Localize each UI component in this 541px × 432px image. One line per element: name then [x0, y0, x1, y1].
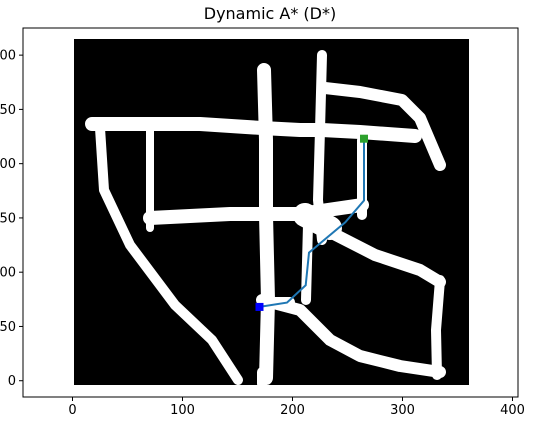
y-tick-label: 100	[0, 266, 16, 281]
y-tick-label: 200	[0, 157, 16, 172]
axes-frame	[22, 27, 519, 398]
start-marker	[255, 302, 264, 311]
y-axis-ticks: 0 50 100 150 200 250 300	[0, 49, 23, 389]
x-tick-label: 100	[170, 403, 195, 418]
plot-area	[74, 39, 469, 389]
y-tick-label: 300	[0, 49, 16, 64]
goal-marker	[360, 134, 368, 143]
x-tick-label: 400	[500, 403, 525, 418]
y-tick-label: 50	[0, 320, 16, 335]
planned-path-line	[259, 138, 365, 308]
map-free-space	[85, 50, 446, 389]
chart-title: Dynamic A* (D*)	[204, 4, 336, 23]
y-tick-label: 150	[0, 211, 16, 226]
occupancy-map	[74, 39, 469, 389]
y-tick-label: 250	[0, 103, 16, 118]
x-tick-label: 200	[280, 403, 305, 418]
x-tick-label: 0	[68, 403, 76, 418]
x-axis-ticks: 0 100 200 300 400	[68, 397, 525, 418]
y-tick-label: 0	[8, 374, 16, 389]
x-tick-label: 300	[390, 403, 415, 418]
